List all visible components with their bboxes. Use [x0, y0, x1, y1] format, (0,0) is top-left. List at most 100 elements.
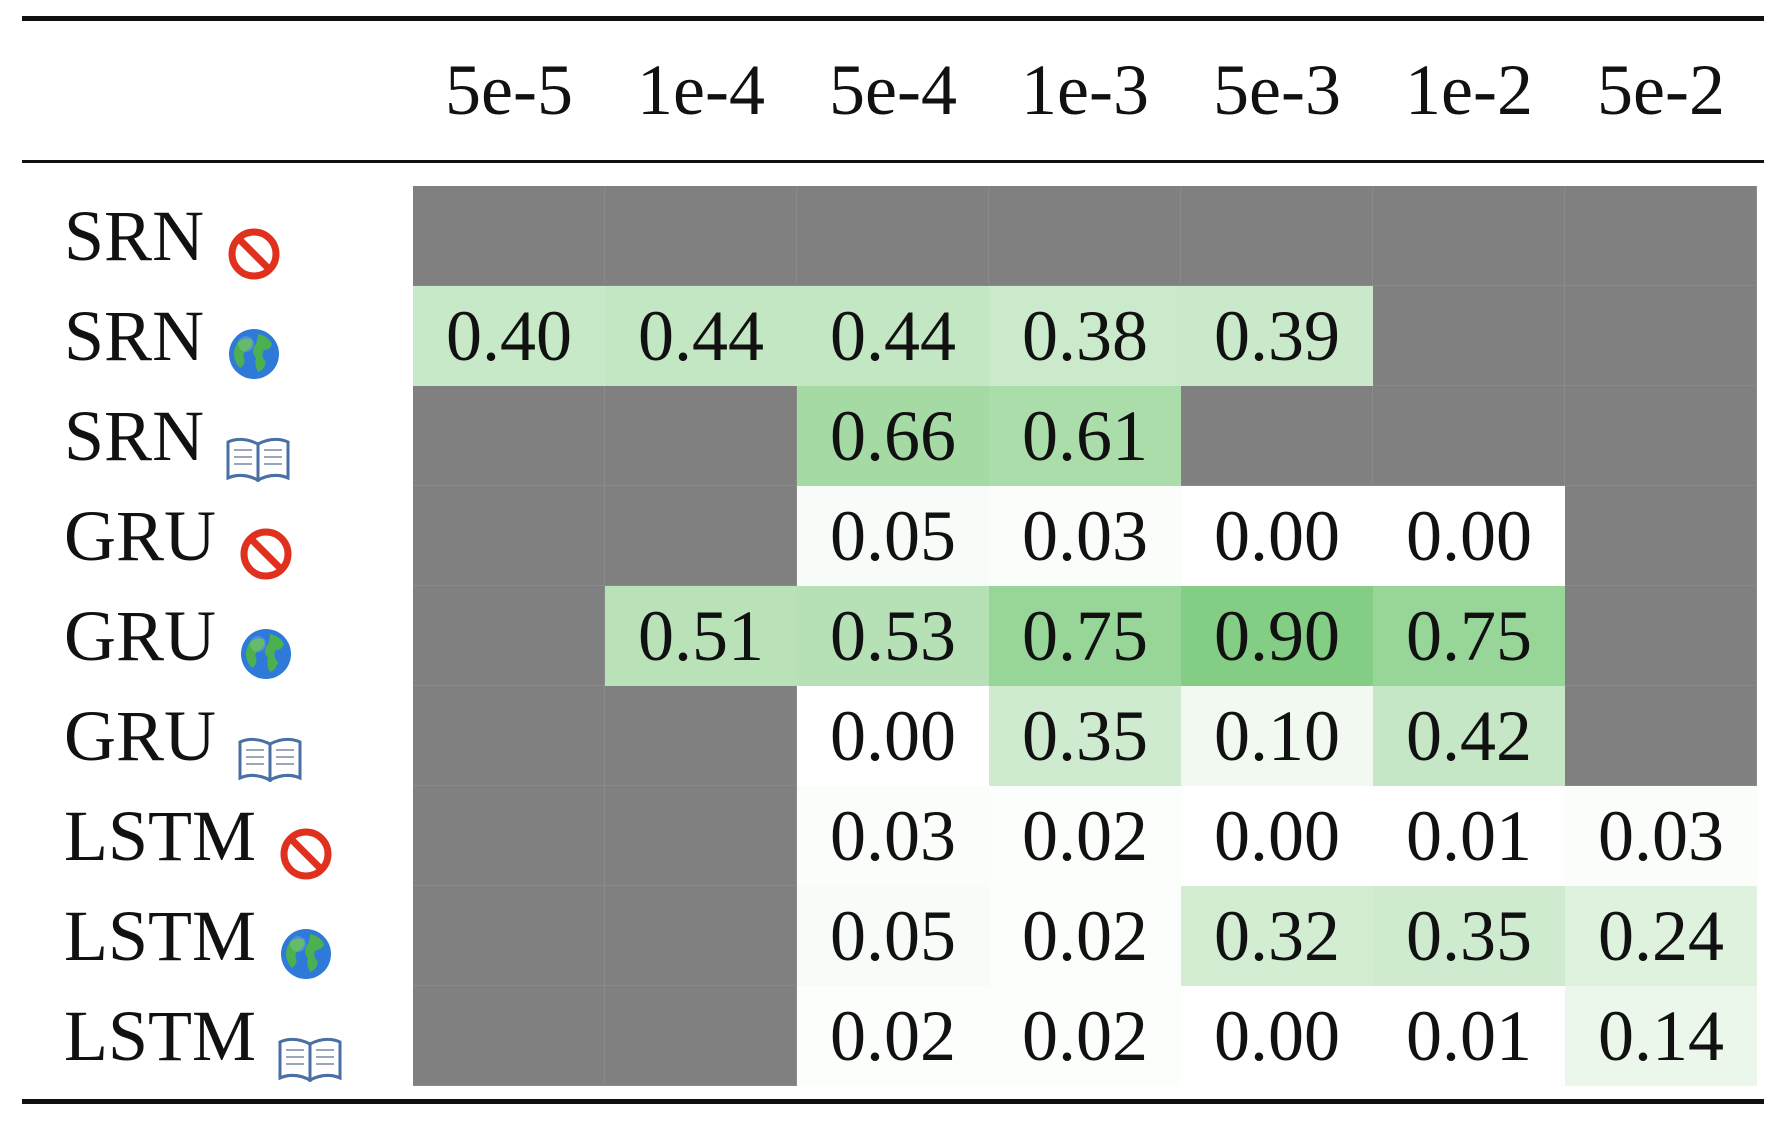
- missing-cell: [605, 386, 797, 486]
- heatmap-cell: 0.44: [605, 286, 797, 386]
- row-label: SRN: [64, 286, 282, 386]
- missing-cell: [1373, 186, 1565, 286]
- row-label: LSTM: [64, 886, 334, 986]
- model-name: SRN: [64, 296, 205, 376]
- heatmap-cell: 0.35: [1373, 886, 1565, 986]
- heatmap-cell: 0.32: [1181, 886, 1373, 986]
- header-rule: [22, 160, 1764, 163]
- no-sign-icon: [278, 808, 334, 880]
- globe-icon: [238, 608, 294, 679]
- model-name: SRN: [64, 396, 205, 476]
- missing-cell: [1565, 286, 1757, 386]
- missing-cell: [1565, 486, 1757, 586]
- missing-cell: [605, 686, 797, 786]
- heatmap-cell: 0.75: [1373, 586, 1565, 686]
- heatmap-cell: 0.24: [1565, 886, 1757, 986]
- model-name: GRU: [64, 596, 217, 676]
- heatmap-cell: 0.03: [989, 486, 1181, 586]
- missing-cell: [1565, 586, 1757, 686]
- row-label: LSTM: [64, 986, 342, 1086]
- top-rule: [22, 16, 1764, 21]
- missing-cell: [413, 786, 605, 886]
- missing-cell: [605, 486, 797, 586]
- heatmap-cell: 0.39: [1181, 286, 1373, 386]
- column-header-1e-2: 1e-2: [1405, 50, 1533, 130]
- heatmap-cell: 0.05: [797, 486, 989, 586]
- row-label: GRU: [64, 686, 302, 786]
- column-header-5e-5: 5e-5: [445, 50, 573, 130]
- heatmap-cell: 0.00: [1373, 486, 1565, 586]
- heatmap-cell: 0.90: [1181, 586, 1373, 686]
- row-label: SRN: [64, 186, 282, 286]
- row-label: GRU: [64, 486, 294, 586]
- row-label: LSTM: [64, 786, 334, 886]
- row-label: GRU: [64, 586, 294, 686]
- heatmap-cell: 0.53: [797, 586, 989, 686]
- heatmap-cell: 0.51: [605, 586, 797, 686]
- heatmap-cell: 0.14: [1565, 986, 1757, 1086]
- missing-cell: [797, 186, 989, 286]
- missing-cell: [413, 686, 605, 786]
- missing-cell: [1373, 286, 1565, 386]
- heatmap-cell: 0.00: [1181, 486, 1373, 586]
- missing-cell: [605, 886, 797, 986]
- missing-cell: [605, 786, 797, 886]
- missing-cell: [1181, 186, 1373, 286]
- heatmap-cell: 0.02: [989, 786, 1181, 886]
- heatmap-cell: 0.42: [1373, 686, 1565, 786]
- globe-icon: [278, 908, 334, 979]
- heatmap-cell: 0.00: [797, 686, 989, 786]
- missing-cell: [1181, 386, 1373, 486]
- column-header-5e-2: 5e-2: [1597, 50, 1725, 130]
- row-label: SRN: [64, 386, 290, 486]
- heatmap-cell: 0.00: [1181, 786, 1373, 886]
- heatmap-cell: 0.44: [797, 286, 989, 386]
- no-sign-icon: [238, 508, 294, 580]
- heatmap-cell: 0.03: [797, 786, 989, 886]
- missing-cell: [413, 386, 605, 486]
- missing-cell: [605, 186, 797, 286]
- model-name: GRU: [64, 496, 217, 576]
- missing-cell: [413, 586, 605, 686]
- missing-cell: [413, 486, 605, 586]
- heatmap-cell: 0.75: [989, 586, 1181, 686]
- heatmap-cell: 0.61: [989, 386, 1181, 486]
- model-name: LSTM: [64, 996, 257, 1076]
- open-book-icon: [238, 708, 302, 783]
- heatmap-cell: 0.01: [1373, 986, 1565, 1086]
- model-name: LSTM: [64, 896, 257, 976]
- heatmap-cell: 0.05: [797, 886, 989, 986]
- missing-cell: [413, 186, 605, 286]
- missing-cell: [989, 186, 1181, 286]
- heatmap-cell: 0.03: [1565, 786, 1757, 886]
- missing-cell: [1565, 386, 1757, 486]
- bottom-rule: [22, 1099, 1764, 1104]
- heatmap-cell: 0.02: [797, 986, 989, 1086]
- heatmap-cell: 0.40: [413, 286, 605, 386]
- model-name: LSTM: [64, 796, 257, 876]
- missing-cell: [413, 886, 605, 986]
- heatmap-cell: 0.02: [989, 886, 1181, 986]
- missing-cell: [1565, 686, 1757, 786]
- model-name: GRU: [64, 696, 217, 776]
- model-name: SRN: [64, 196, 205, 276]
- missing-cell: [605, 986, 797, 1086]
- heatmap-cell: 0.66: [797, 386, 989, 486]
- missing-cell: [1373, 386, 1565, 486]
- heatmap-cell: 0.10: [1181, 686, 1373, 786]
- missing-cell: [413, 986, 605, 1086]
- heatmap-cell: 0.02: [989, 986, 1181, 1086]
- open-book-icon: [278, 1008, 342, 1083]
- no-sign-icon: [226, 208, 282, 280]
- column-header-5e-4: 5e-4: [829, 50, 957, 130]
- heatmap-cell: 0.38: [989, 286, 1181, 386]
- heatmap-cell: 0.01: [1373, 786, 1565, 886]
- column-header-5e-3: 5e-3: [1213, 50, 1341, 130]
- heatmap-cell: 0.00: [1181, 986, 1373, 1086]
- column-header-1e-3: 1e-3: [1021, 50, 1149, 130]
- globe-icon: [226, 308, 282, 379]
- heatmap-cell: 0.35: [989, 686, 1181, 786]
- missing-cell: [1565, 186, 1757, 286]
- column-header-1e-4: 1e-4: [637, 50, 765, 130]
- open-book-icon: [226, 408, 290, 483]
